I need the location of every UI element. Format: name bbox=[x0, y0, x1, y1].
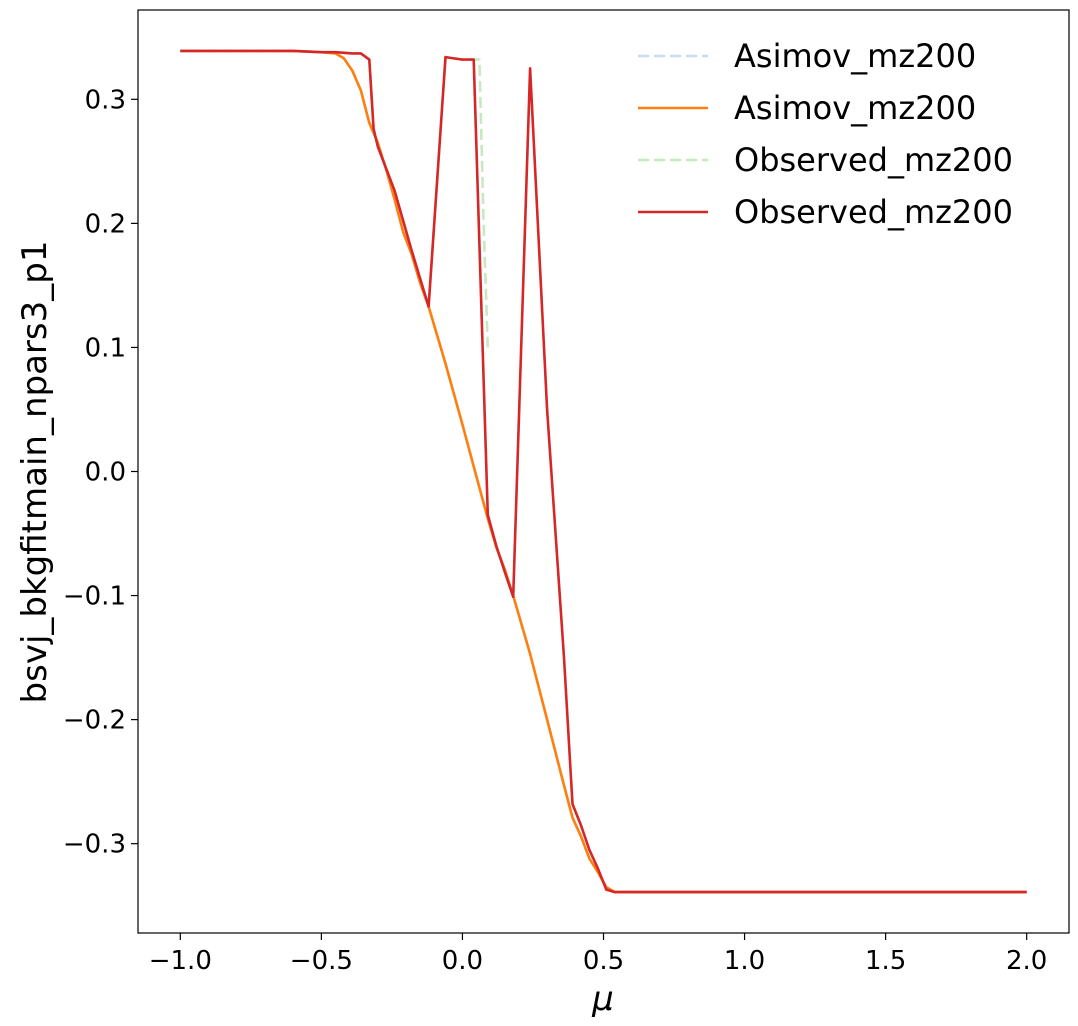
axis-layer: −1.0 −0.5 0.0 0.5 1.0 1.5 2.0 −0.3 −0.2 −0.1 0.0 0.… bbox=[63, 85, 1048, 976]
plot-area bbox=[138, 10, 1069, 933]
x-tick-label: 1.5 bbox=[865, 946, 906, 976]
y-tick-label: −0.1 bbox=[63, 582, 126, 612]
plot-frame bbox=[137, 9, 1070, 934]
y-axis-title: bsvj_bkgfitmain_npars3_p1 bbox=[15, 241, 55, 704]
legend-label: Observed_mz200 bbox=[734, 193, 1013, 231]
x-tick-label: −1.0 bbox=[149, 946, 212, 976]
x-tick-label: −0.5 bbox=[290, 946, 353, 976]
legend-label: Asimov_mz200 bbox=[734, 89, 976, 127]
x-tick-label: 1.0 bbox=[724, 946, 765, 976]
legend-label: Asimov_mz200 bbox=[734, 37, 976, 75]
x-tick-label: 0.0 bbox=[442, 946, 483, 976]
y-tick-label: 0.1 bbox=[85, 333, 126, 363]
y-tick-label: 0.3 bbox=[85, 85, 126, 115]
series-layer bbox=[180, 49, 1027, 894]
x-tick-label: 0.5 bbox=[583, 946, 624, 976]
legend: Asimov_mz200 Asimov_mz200 Observed_mz200 Ob… bbox=[638, 37, 1013, 231]
y-tick-label: −0.2 bbox=[63, 706, 126, 736]
legend-label: Observed_mz200 bbox=[734, 141, 1013, 179]
y-tick-label: 0.0 bbox=[85, 458, 126, 488]
x-axis-title: μ bbox=[591, 979, 614, 1019]
series-line-4 bbox=[180, 49, 1027, 894]
y-tick-label: −0.3 bbox=[63, 830, 126, 860]
y-tick-label: 0.2 bbox=[85, 209, 126, 239]
x-tick-label: 2.0 bbox=[1006, 946, 1047, 976]
